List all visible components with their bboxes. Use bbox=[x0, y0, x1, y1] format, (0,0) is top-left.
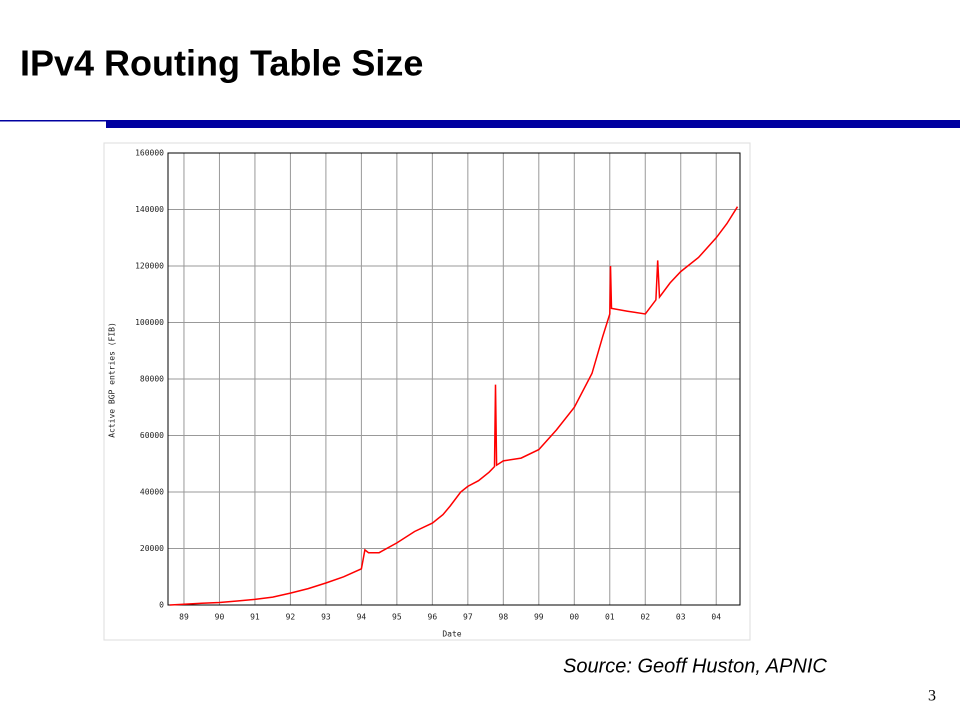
data-line bbox=[169, 206, 739, 606]
x-tick-label: 96 bbox=[428, 613, 438, 622]
x-tick-label: 01 bbox=[605, 613, 615, 622]
title-rule bbox=[106, 120, 960, 128]
y-tick-label: 100000 bbox=[135, 318, 164, 327]
x-tick-label: 98 bbox=[499, 613, 509, 622]
x-tick-label: 02 bbox=[640, 613, 650, 622]
page-number: 3 bbox=[928, 688, 936, 705]
source-note: Source: Geoff Huston, APNIC bbox=[563, 655, 827, 677]
plot-border bbox=[167, 152, 741, 606]
x-tick-label: 92 bbox=[286, 613, 296, 622]
x-tick-label: 00 bbox=[569, 613, 579, 622]
x-axis-label: Date bbox=[442, 630, 461, 639]
x-tick-label: 93 bbox=[321, 613, 331, 622]
x-tick-label: 95 bbox=[392, 613, 402, 622]
y-tick-label: 20000 bbox=[140, 544, 164, 553]
x-tick-label: 90 bbox=[215, 613, 225, 622]
y-tick-label: 60000 bbox=[140, 431, 164, 440]
y-tick-label: 140000 bbox=[135, 205, 164, 214]
y-axis-label: Active BGP entries (FIB) bbox=[108, 322, 117, 438]
y-tick-label: 160000 bbox=[135, 149, 164, 158]
x-tick-label: 91 bbox=[250, 613, 260, 622]
slide-title: IPv4 Routing Table Size bbox=[20, 43, 423, 84]
x-tick-label: 94 bbox=[357, 613, 367, 622]
x-tick-label: 89 bbox=[179, 613, 189, 622]
y-tick-label: 40000 bbox=[140, 488, 164, 497]
chart-background bbox=[103, 142, 751, 641]
x-tick-label: 99 bbox=[534, 613, 544, 622]
y-tick-label: 0 bbox=[159, 601, 164, 610]
x-tick-label: 97 bbox=[463, 613, 473, 622]
y-tick-label: 120000 bbox=[135, 262, 164, 271]
y-tick-label: 80000 bbox=[140, 375, 164, 384]
x-tick-label: 03 bbox=[676, 613, 686, 622]
x-tick-label: 04 bbox=[711, 613, 721, 622]
